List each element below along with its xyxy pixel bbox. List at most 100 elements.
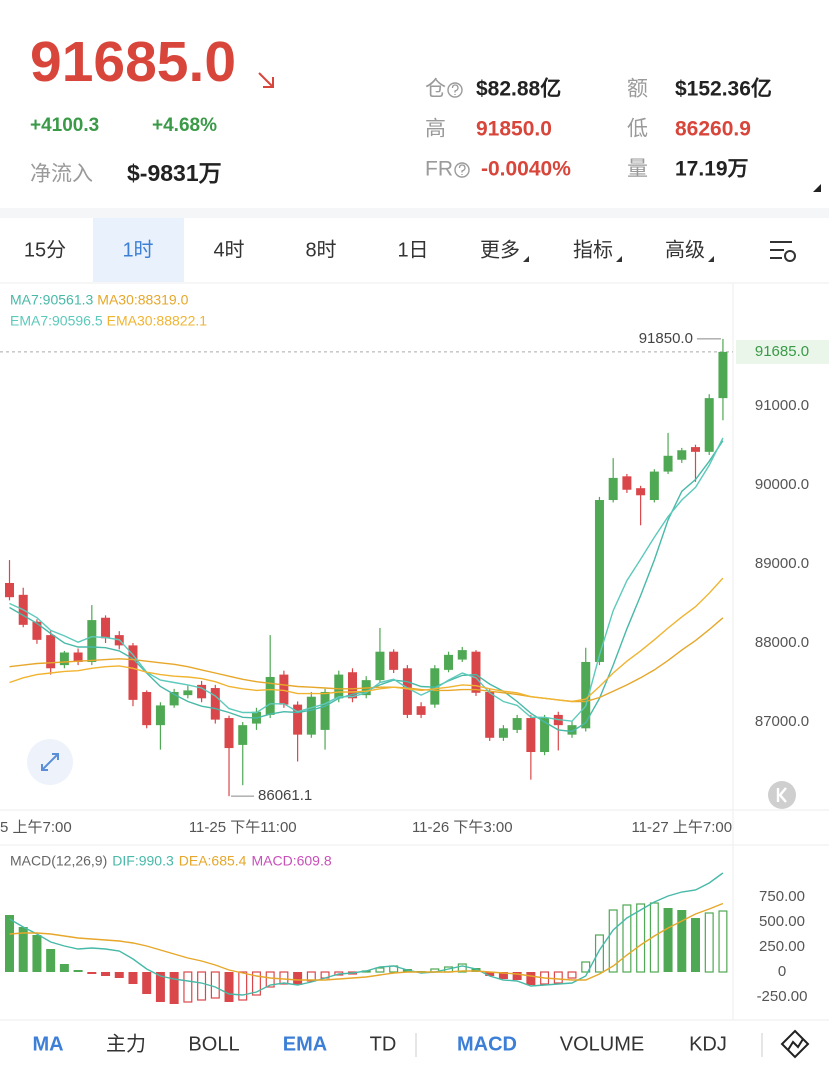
macd-bar: [306, 971, 316, 982]
candle-body: [46, 635, 56, 669]
y-tick-label: 90000.0: [755, 476, 809, 493]
candle-body: [87, 620, 97, 662]
candle-body: [293, 704, 303, 735]
macd-bar: [73, 970, 83, 972]
macd-bar: [197, 971, 207, 1001]
candle-body: [594, 500, 604, 662]
macd-bar: [183, 971, 193, 1003]
candle-body: [691, 447, 700, 452]
macd-bar: [251, 971, 261, 996]
last-price: 91685.0: [30, 30, 236, 94]
stat-label: 额: [627, 78, 648, 101]
high-label: 91850.0: [639, 330, 693, 347]
indicator[interactable]: MA: [32, 1033, 63, 1055]
candle-body: [128, 645, 138, 700]
help-icon[interactable]: [447, 82, 463, 98]
tab[interactable]: 指标: [573, 238, 613, 261]
candle-body: [224, 718, 234, 749]
stat-value: $82.88亿: [476, 77, 561, 101]
stat-value: $152.36亿: [675, 77, 772, 101]
x-tick-label: 11-27 上午7:00: [631, 819, 732, 836]
indicator[interactable]: VOLUME: [560, 1033, 644, 1055]
macd-bar: [718, 910, 728, 973]
fullscreen-button[interactable]: [27, 739, 73, 785]
candle-body: [265, 676, 275, 715]
dropdown-caret: [616, 256, 622, 262]
divider: [0, 208, 829, 218]
macd-bar: [663, 908, 673, 972]
candle-body: [5, 582, 14, 598]
tab[interactable]: 15分: [24, 238, 66, 261]
net-inflow-value: $-9831万: [127, 160, 222, 186]
candle-body: [526, 718, 536, 753]
tab[interactable]: 4时: [213, 238, 244, 261]
candle-body: [608, 477, 618, 501]
macd-bar: [265, 971, 275, 988]
macd-bar: [704, 912, 714, 973]
candle-body: [512, 718, 522, 730]
stat-value: 17.19万: [675, 158, 749, 181]
tab[interactable]: 高级: [665, 238, 705, 261]
candle-body: [416, 706, 426, 715]
macd-bar: [46, 949, 56, 972]
candle-body: [279, 674, 289, 705]
help-icon[interactable]: [454, 162, 470, 178]
expand-corner[interactable]: [813, 184, 821, 192]
macd-bar: [622, 904, 632, 973]
drawing-tool[interactable]: [780, 1029, 810, 1059]
candle-body: [389, 651, 399, 670]
dropdown-caret: [523, 256, 529, 262]
macd-bar: [142, 972, 152, 994]
ma-line: [9, 437, 724, 722]
stat-label: 量: [627, 158, 648, 181]
stat-label: 低: [627, 118, 648, 141]
indicator[interactable]: TD: [370, 1033, 397, 1055]
macd-bar: [155, 972, 165, 1002]
ma-line: [9, 577, 724, 703]
x-tick-label: 11-25 下午11:00: [189, 819, 297, 836]
reset-button[interactable]: [768, 781, 796, 809]
macd-bar: [128, 972, 138, 984]
legend-entry: MA7:90561.3: [10, 292, 93, 308]
stat-value: 91850.0: [476, 118, 552, 141]
indicator[interactable]: EMA: [283, 1033, 327, 1055]
settings-icon[interactable]: [770, 241, 796, 262]
candle-body: [197, 684, 207, 699]
indicator[interactable]: KDJ: [689, 1033, 727, 1055]
indicator[interactable]: MACD: [457, 1033, 517, 1055]
y-tick-label: 91000.0: [755, 397, 809, 414]
legend-entry: DIF:990.3: [112, 853, 174, 869]
macd-title: MACD(12,26,9): [10, 853, 107, 869]
candle-body: [540, 718, 550, 753]
candle-body: [210, 688, 220, 720]
macd-line: [9, 902, 724, 981]
last-price-box: [736, 339, 829, 364]
candle-body: [59, 652, 69, 666]
price-plot: [0, 338, 733, 797]
y-tick-label: 0: [778, 963, 786, 980]
tab[interactable]: 更多: [480, 238, 520, 261]
tab[interactable]: 1日: [397, 239, 428, 261]
legend-entry: EMA7:90596.5: [10, 313, 103, 329]
y-tick-label: -250.00: [757, 988, 808, 1005]
stat-label: 仓: [425, 78, 446, 101]
candle-body: [567, 725, 577, 735]
tab[interactable]: 8时: [305, 238, 336, 261]
candle-body: [677, 450, 687, 460]
macd-bar: [18, 927, 28, 972]
candle-body: [636, 488, 646, 496]
candle-body: [581, 661, 591, 729]
indicator[interactable]: BOLL: [188, 1033, 239, 1055]
candle-body: [334, 674, 344, 699]
change: +4100.3: [30, 115, 99, 136]
candle-body: [663, 455, 673, 472]
y-tick-label: 250.00: [759, 938, 805, 955]
stat-label: 高: [425, 118, 446, 141]
y-tick-label: 89000.0: [755, 555, 809, 572]
indicator[interactable]: 主力: [106, 1032, 146, 1055]
macd-bar: [375, 967, 385, 973]
macd-bar: [169, 972, 179, 1004]
indicator-bar: MA 主力 BOLL EMA TD MACD VOLUME KDJ: [32, 1032, 726, 1055]
tab[interactable]: 1时: [122, 238, 153, 261]
